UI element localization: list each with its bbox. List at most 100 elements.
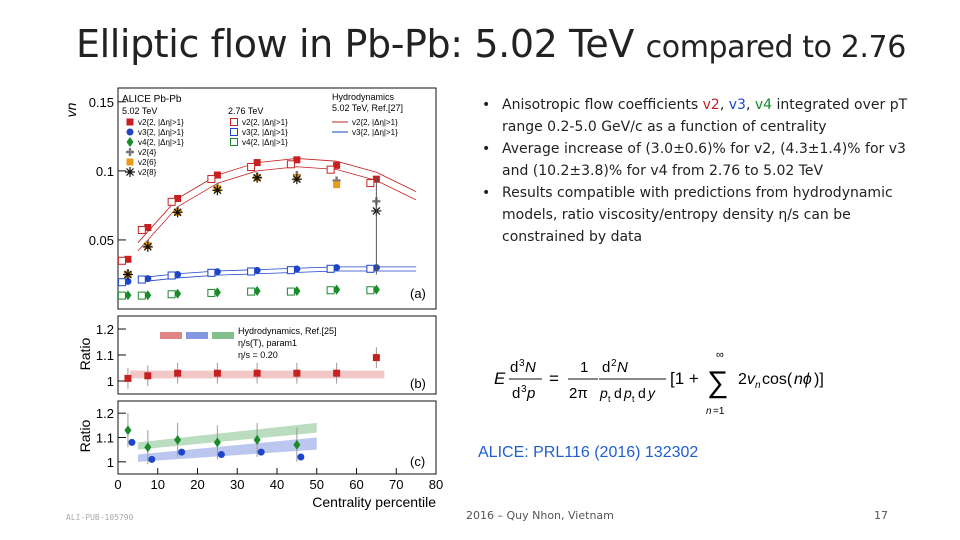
slide-title: Elliptic flow in Pb-Pb: 5.02 TeV compare… [76, 22, 906, 66]
flow-figure: 0.05 0.1 0.15 vn (a) ALICE Pb-Pb5.02 TeV 2.76 … [63, 87, 443, 510]
data-point [291, 174, 302, 185]
data-point [372, 284, 380, 295]
legend-entry-276: v2{2, |Δη|>1} [242, 118, 288, 127]
hydro-v2-curve [137, 158, 417, 243]
svg-text:N: N [525, 359, 536, 376]
data-point [174, 434, 182, 445]
data-point [253, 266, 261, 274]
svg-text:d: d [638, 385, 646, 401]
svg-text:3: 3 [519, 358, 525, 369]
legend-col3-sub: 5.02 TeV, Ref.[27] [332, 103, 403, 113]
data-point [293, 156, 301, 164]
y-tick-label: 0.15 [89, 95, 114, 110]
svg-text:[1 +: [1 + [670, 369, 699, 388]
data-point [333, 161, 341, 169]
legend-marker-276 [230, 128, 238, 136]
legend-entry-276: v3{2, |Δη|>1} [242, 128, 288, 137]
data-point [144, 224, 152, 232]
data-point-276 [286, 160, 295, 169]
x-tick-label: 60 [349, 477, 363, 492]
legend-band [212, 332, 234, 339]
legend-header: ALICE Pb-Pb [122, 94, 182, 105]
legend-band [186, 332, 208, 339]
legend-entry: η/s = 0.20 [238, 350, 278, 360]
data-point [253, 159, 261, 167]
bullet-list: • Anisotropic flow coefficients v2, v3, … [478, 94, 933, 248]
panel-label: (b) [410, 376, 426, 391]
legend-entry: η/s(T), param1 [238, 338, 297, 348]
data-point [124, 374, 132, 382]
data-point-276 [167, 271, 176, 280]
y-axis-label: Ratio [77, 419, 93, 452]
y-tick-label: 1.2 [96, 322, 114, 337]
reference-citation[interactable]: ALICE: PRL116 (2016) 132302 [478, 444, 699, 461]
legend-marker [126, 137, 134, 147]
data-point [124, 277, 132, 285]
legend-marker [126, 158, 134, 166]
data-point [293, 439, 301, 450]
data-point [144, 290, 152, 301]
svg-text:nϕ: nϕ [794, 371, 812, 388]
legend-marker [126, 128, 134, 136]
data-point [174, 369, 182, 377]
legend-col2: 2.76 TeV [228, 106, 263, 116]
data-point-276 [366, 179, 375, 188]
legend-entry-276: v4{2, |Δη|>1} [242, 138, 288, 147]
x-tick-label: 70 [389, 477, 403, 492]
svg-text:2: 2 [611, 358, 617, 369]
x-tick-label: 0 [114, 477, 121, 492]
legend-entry: v2{6} [138, 158, 157, 167]
svg-text:1: 1 [580, 359, 588, 376]
legend-marker [125, 167, 135, 177]
data-point [212, 185, 223, 196]
data-point [178, 448, 186, 456]
data-point [293, 369, 301, 377]
data-point [144, 275, 152, 283]
data-point-276 [137, 225, 146, 234]
bullet-item: • Anisotropic flow coefficients v2, v3, … [482, 97, 908, 135]
legend-marker-276 [230, 118, 238, 126]
data-point [124, 290, 132, 301]
hydro-band [137, 422, 317, 450]
data-point-276 [326, 165, 335, 174]
x-axis-label: Centrality percentile [312, 494, 436, 510]
data-point [257, 448, 265, 456]
data-point-276 [286, 287, 295, 296]
data-point-276 [167, 290, 176, 299]
data-point-276 [167, 197, 176, 206]
data-point [372, 354, 380, 362]
data-point-276 [326, 286, 335, 295]
data-point [142, 241, 153, 252]
legend-hydro-entry: v2{2, |Δη|>1} [352, 118, 398, 127]
svg-text:cos(: cos( [762, 371, 793, 388]
data-point [174, 288, 182, 299]
data-point [333, 369, 341, 377]
data-point [174, 195, 182, 202]
page-number: 17 [874, 509, 888, 522]
bullet-item: • Results compatible with predictions fro… [482, 185, 893, 245]
data-point-276 [117, 291, 126, 300]
bullet-item: • Average increase of (3.0±0.6)% for v2, … [482, 141, 906, 179]
svg-text:∑: ∑ [707, 366, 728, 399]
data-point [213, 369, 221, 377]
data-point [174, 270, 182, 278]
y-tick-label: 1.1 [96, 348, 114, 363]
svg-text:=1: =1 [713, 406, 725, 417]
x-tick-label: 40 [270, 477, 284, 492]
hydro-band [137, 437, 317, 462]
panel-c-frame [117, 400, 437, 475]
data-point-276 [137, 291, 146, 300]
data-point-276 [247, 162, 256, 171]
svg-text:d: d [602, 359, 610, 376]
panel-label: (a) [410, 286, 426, 301]
legend-entry: v2{2, |Δη|>1} [138, 118, 184, 127]
legend-col1: 5.02 TeV [122, 106, 157, 116]
figure-watermark: ALI-PUB-105790 [66, 513, 134, 522]
data-point-276 [366, 286, 375, 295]
y-tick-label: 1 [107, 455, 114, 470]
legend-band [160, 332, 182, 339]
data-point [252, 172, 263, 183]
data-point [293, 265, 301, 273]
